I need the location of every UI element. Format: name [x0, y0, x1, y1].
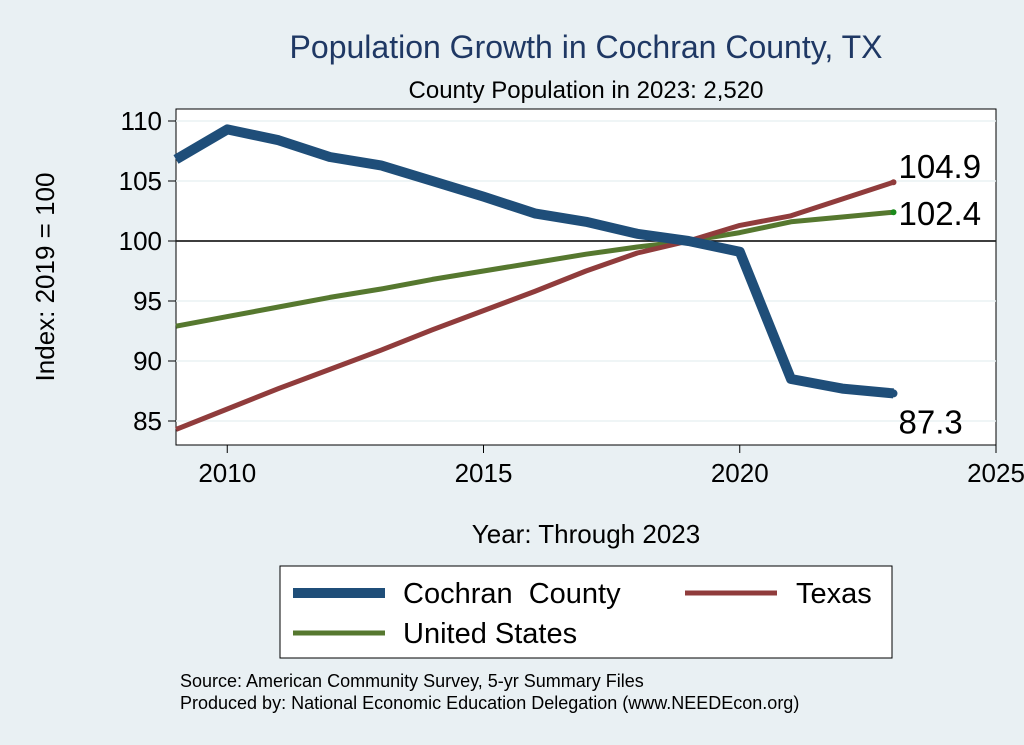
series-end-point-united-states — [890, 209, 897, 216]
legend-box — [279, 565, 893, 659]
produced-by-note: Produced by: National Economic Education… — [180, 693, 799, 713]
x-tick-label: 2015 — [455, 458, 513, 488]
series-line-texas — [175, 179, 895, 432]
legend-label-united-states: United States — [403, 618, 577, 650]
y-tick-label: 100 — [119, 226, 162, 256]
y-tick-label: 110 — [121, 106, 162, 136]
chart-title: Population Growth in Cochran County, TX — [290, 29, 883, 65]
legend: Cochran County Texas United States — [293, 578, 872, 650]
legend-label-texas: Texas — [796, 578, 872, 610]
end-label-cochran-county: 87.3 — [899, 403, 963, 440]
source-note: Source: American Community Survey, 5-yr … — [180, 671, 644, 691]
series-end-point-cochran-county — [889, 389, 898, 398]
series-end-point-texas — [890, 179, 897, 186]
x-tick-label: 2010 — [198, 458, 256, 488]
y-tick-label: 85 — [133, 406, 162, 436]
legend-label-cochran-county: Cochran County — [403, 578, 621, 610]
end-label-united-states: 102.4 — [899, 195, 982, 232]
grid-lines — [176, 120, 996, 422]
end-label-texas: 104.9 — [899, 148, 982, 185]
x-tick-label: 2020 — [711, 458, 769, 488]
chart-subtitle: County Population in 2023: 2,520 — [409, 77, 764, 104]
y-axis-title: Index: 2019 = 100 — [30, 173, 60, 382]
series-line-united-states — [175, 209, 894, 329]
y-tick-label: 105 — [119, 166, 162, 196]
series-line-cochran-county — [173, 124, 894, 399]
x-axis-title: Year: Through 2023 — [472, 519, 700, 549]
y-tick-label: 95 — [133, 286, 162, 316]
end-labels: 87.3 104.9 102.4 — [899, 148, 982, 440]
y-tick-label: 90 — [133, 346, 162, 376]
series-lines — [173, 124, 898, 432]
axes: 85 90 95 100 105 110 2010 2015 2020 2025 — [119, 106, 1024, 488]
x-tick-label: 2025 — [967, 458, 1024, 488]
